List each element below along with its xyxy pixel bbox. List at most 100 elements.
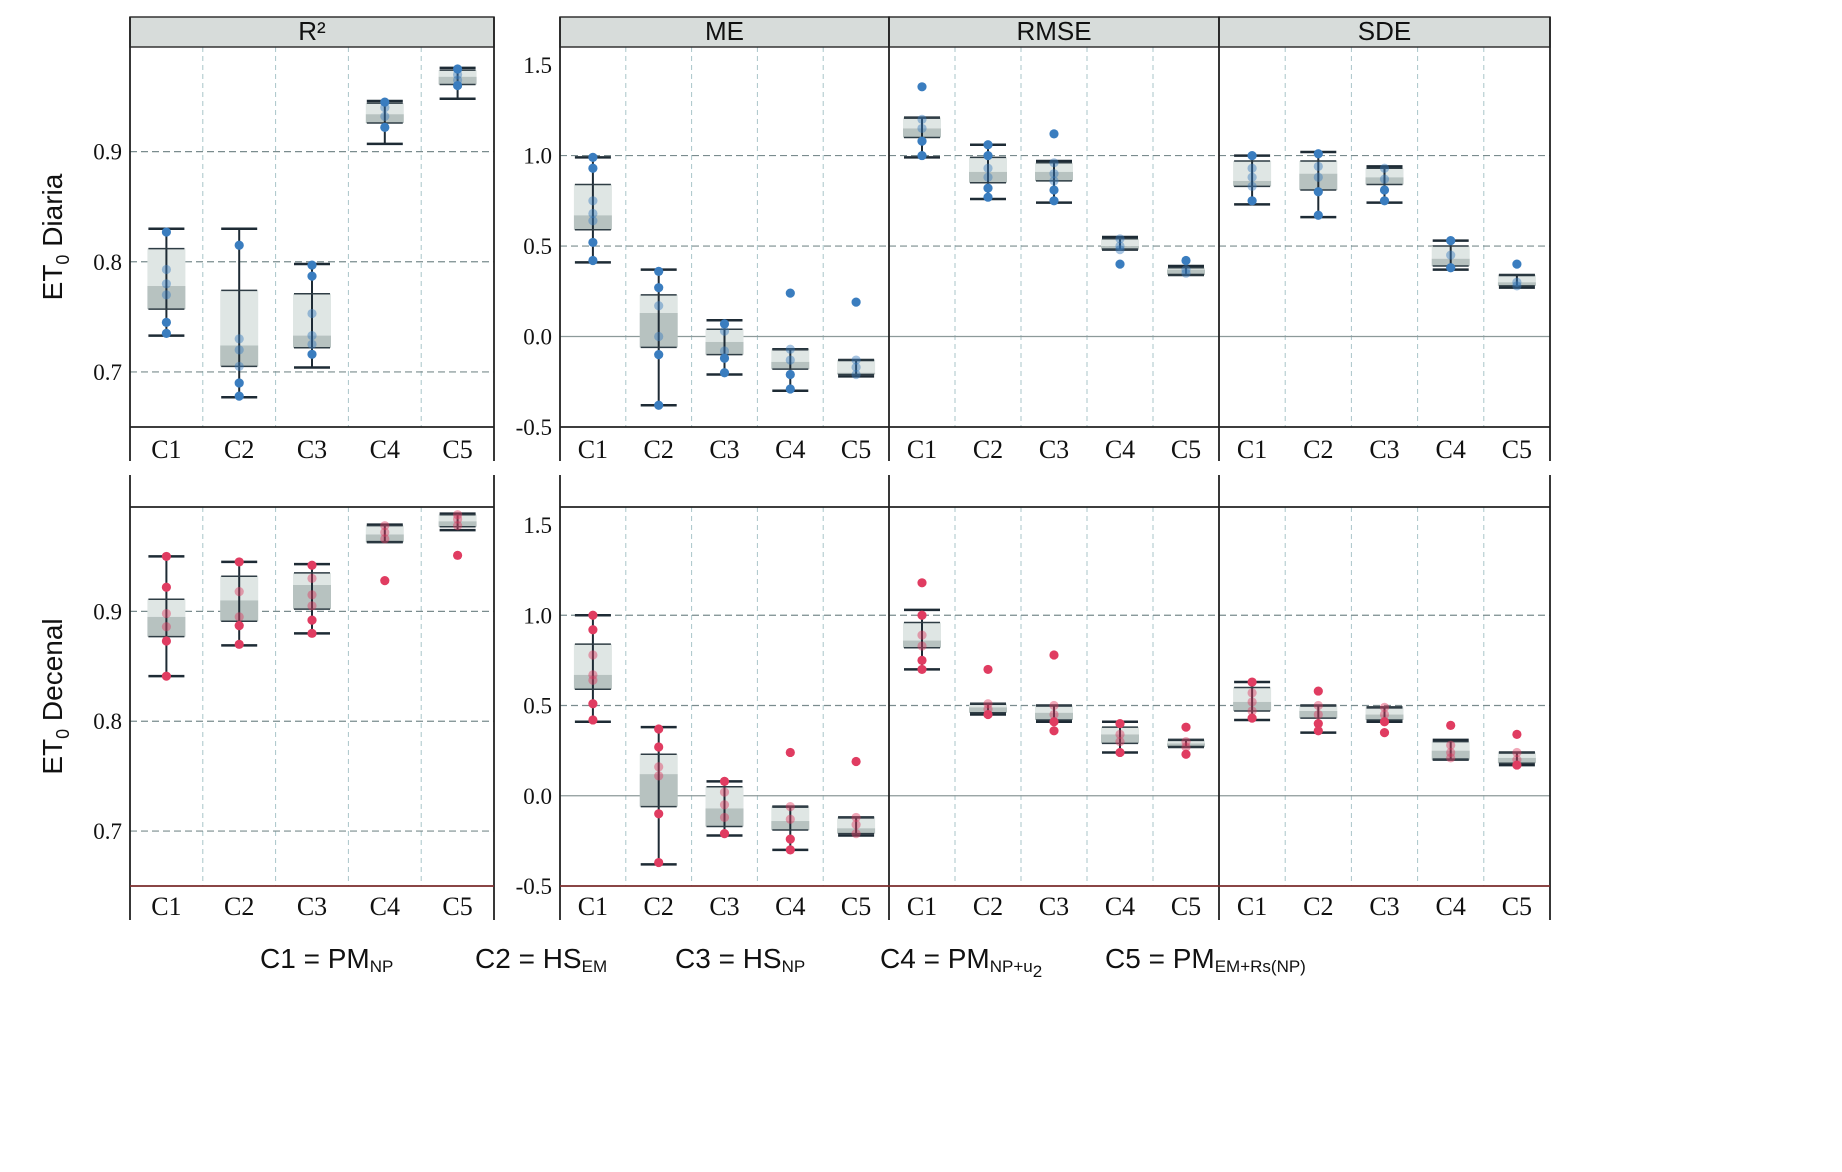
row-label-sub: 0 — [53, 729, 73, 739]
data-point-c3 — [307, 260, 317, 270]
data-point-c3 — [1379, 709, 1390, 720]
data-point-c2 — [234, 612, 244, 622]
category-label-c1: C1 — [151, 435, 181, 464]
data-point-c4 — [1115, 718, 1125, 729]
data-point-c5 — [453, 514, 463, 524]
data-point-c3 — [1379, 727, 1390, 738]
data-point-c3 — [307, 349, 317, 359]
y-tick-label-r2: 0.9 — [93, 140, 122, 165]
data-point-c1 — [917, 114, 927, 124]
data-point-c2 — [234, 240, 244, 250]
y-tick-label-r2: 0.8 — [93, 250, 122, 275]
data-point-c3 — [719, 776, 730, 786]
data-point-c1 — [588, 216, 598, 226]
grid-layer — [130, 47, 1550, 886]
strip-label-rmse: RMSE — [1016, 16, 1091, 46]
data-point-c2 — [654, 762, 664, 772]
data-point-c1 — [161, 279, 171, 289]
data-point-c1 — [161, 227, 171, 237]
data-point-c2 — [983, 192, 993, 202]
data-point-c3 — [1049, 196, 1059, 206]
data-point-c3 — [1049, 158, 1059, 168]
data-point-c4 — [1115, 241, 1125, 251]
y-tick-label-me: 0.5 — [523, 234, 552, 259]
data-point-c2 — [654, 724, 664, 734]
data-point-c4 — [785, 814, 795, 824]
data-point-c3 — [719, 346, 730, 356]
data-point-c1 — [588, 670, 598, 680]
data-point-c3 — [1049, 700, 1059, 711]
data-point-c3 — [719, 800, 730, 810]
data-point-c5 — [851, 355, 861, 365]
data-point-c2 — [234, 361, 244, 372]
data-point-c4 — [785, 801, 795, 812]
data-point-c2 — [654, 350, 664, 360]
row-label-rest: Diaria — [37, 173, 68, 254]
category-label-c4: C4 — [1436, 435, 1466, 464]
data-point-c1 — [1247, 172, 1257, 182]
data-point-c2 — [1313, 718, 1323, 729]
data-point-c3 — [1379, 717, 1390, 727]
data-point-c2 — [1313, 686, 1323, 696]
category-label-c1: C1 — [578, 435, 608, 464]
category-label-c3: C3 — [297, 892, 327, 921]
data-point-c2 — [654, 283, 664, 293]
legend-sub: EM — [582, 957, 608, 976]
category-label-c5: C5 — [841, 892, 871, 921]
y-tick-label-r2: 0.7 — [93, 360, 122, 385]
row-label-main: ET — [37, 739, 68, 775]
data-point-c4 — [1115, 259, 1125, 269]
data-point-c5 — [453, 69, 463, 80]
data-point-c3 — [307, 615, 317, 625]
data-point-c4 — [785, 845, 795, 855]
data-point-c2 — [1313, 187, 1323, 197]
data-point-c4 — [380, 521, 390, 531]
data-point-c2 — [983, 172, 993, 182]
data-point-c2 — [234, 391, 244, 401]
y-tick-label-me: -0.5 — [516, 874, 552, 899]
data-point-c4 — [1446, 236, 1456, 246]
data-point-c2 — [983, 699, 993, 709]
row-label-diaria: ET0 Diaria — [37, 173, 73, 300]
legend-main: C2 = HS — [475, 943, 582, 974]
data-point-c3 — [1049, 709, 1059, 720]
y-tick-label-me: 0.5 — [523, 694, 552, 719]
data-point-c4 — [1115, 729, 1125, 740]
legend-sub2: 2 — [1033, 962, 1042, 981]
data-point-c3 — [307, 560, 317, 570]
category-label-c1: C1 — [151, 892, 181, 921]
data-point-c4 — [380, 111, 390, 121]
legend-main: C3 = HS — [675, 943, 782, 974]
data-point-c1 — [588, 675, 598, 685]
data-point-c1 — [161, 582, 171, 592]
data-point-c5 — [453, 521, 463, 531]
y-tick-label-me: 1.5 — [523, 53, 552, 78]
legend-item-c5: C5 = PMEM+Rs(NP) — [1105, 943, 1306, 976]
data-point-c2 — [654, 331, 664, 342]
data-point-c5 — [851, 756, 861, 767]
y-tick-label-r2: 0.9 — [93, 599, 122, 624]
data-point-c2 — [234, 639, 244, 649]
category-label-c3: C3 — [1369, 435, 1399, 464]
data-point-c5 — [1512, 277, 1522, 287]
data-point-c3 — [307, 590, 317, 600]
category-label-c5: C5 — [442, 892, 472, 921]
data-point-c3 — [1379, 174, 1390, 184]
legend-sub: NP — [782, 957, 806, 976]
data-point-c2 — [654, 771, 664, 781]
data-point-c3 — [1379, 196, 1390, 206]
data-point-c1 — [1247, 163, 1257, 173]
data-point-c3 — [1379, 185, 1390, 195]
data-point-c2 — [654, 857, 664, 868]
data-point-c1 — [1247, 196, 1257, 206]
category-label-c4: C4 — [370, 435, 400, 464]
data-point-c4 — [380, 576, 390, 586]
data-point-c1 — [1247, 697, 1257, 707]
data-point-c1 — [588, 650, 598, 660]
strip-label-me: ME — [705, 16, 744, 46]
category-label-c2: C2 — [224, 892, 254, 921]
frame-layer — [129, 16, 1551, 920]
category-label-c4: C4 — [775, 892, 805, 921]
category-label-c2: C2 — [224, 435, 254, 464]
data-point-c5 — [453, 550, 463, 560]
